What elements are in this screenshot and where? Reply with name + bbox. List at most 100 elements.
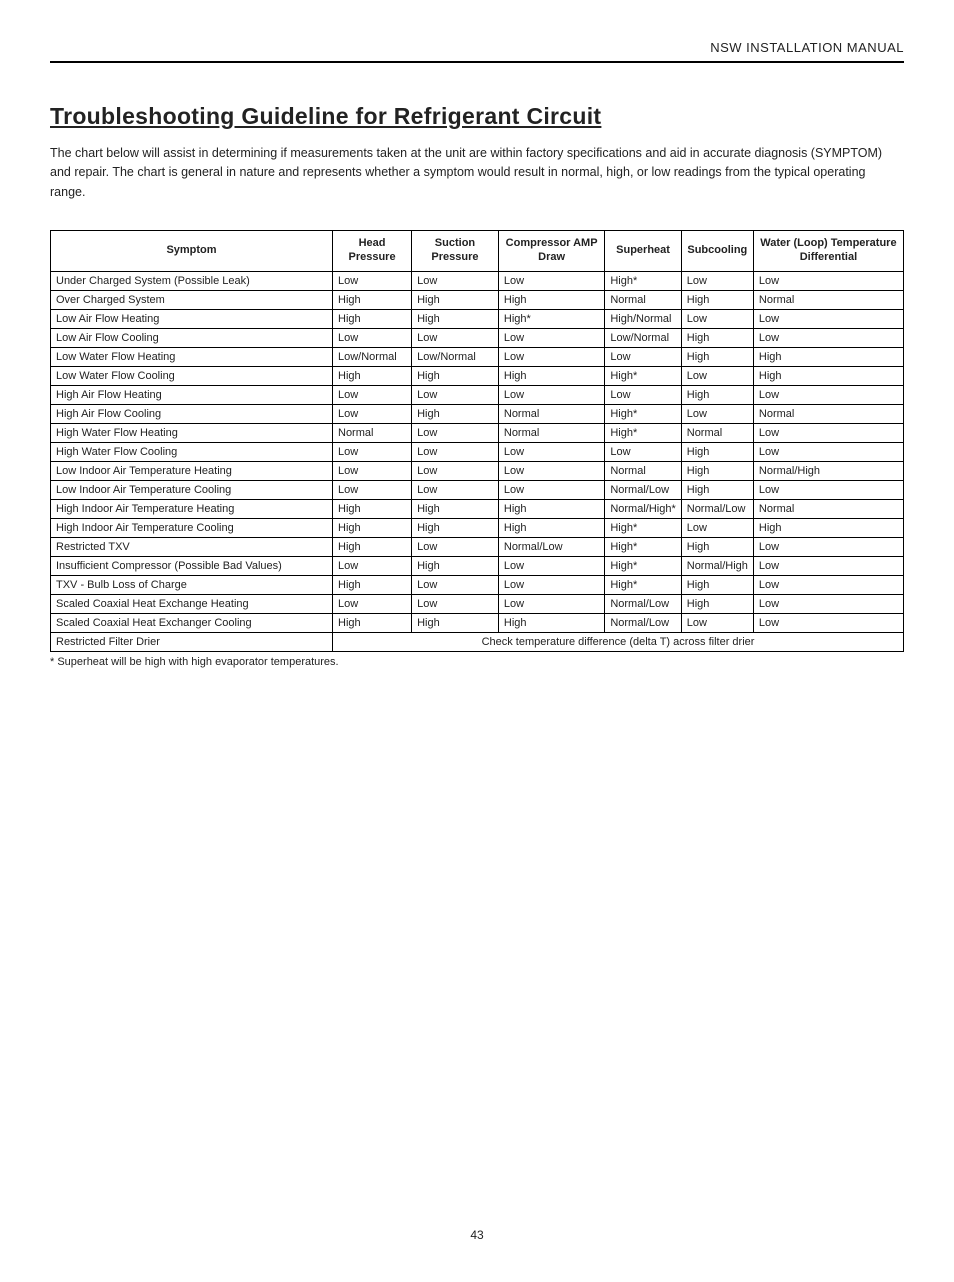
table-row: TXV - Bulb Loss of ChargeHighLowLowHigh*… [51, 575, 904, 594]
col-suction-pressure: Suction Pressure [412, 231, 499, 272]
cell-value: High [681, 347, 753, 366]
table-row: Over Charged SystemHighHighHighNormalHig… [51, 290, 904, 309]
cell-value: Normal [605, 461, 681, 480]
cell-value: High [681, 385, 753, 404]
cell-value: High* [605, 556, 681, 575]
table-row: Under Charged System (Possible Leak)LowL… [51, 271, 904, 290]
cell-value: Low [498, 442, 604, 461]
cell-symptom: High Air Flow Cooling [51, 404, 333, 423]
cell-value: Normal [753, 290, 903, 309]
cell-value: High* [605, 575, 681, 594]
cell-value: Low [753, 271, 903, 290]
cell-symptom: TXV - Bulb Loss of Charge [51, 575, 333, 594]
cell-value: High [412, 518, 499, 537]
cell-symptom: High Water Flow Cooling [51, 442, 333, 461]
table-row: High Air Flow CoolingLowHighNormalHigh*L… [51, 404, 904, 423]
cell-value: Normal/Low [498, 537, 604, 556]
cell-value: Low [333, 404, 412, 423]
col-head-pressure: Head Pressure [333, 231, 412, 272]
table-row: Low Air Flow CoolingLowLowLowLow/NormalH… [51, 328, 904, 347]
cell-value: Low [681, 271, 753, 290]
col-water-loop: Water (Loop) Temperature Differential [753, 231, 903, 272]
cell-value: High [498, 290, 604, 309]
cell-value: Low [681, 613, 753, 632]
cell-value: High* [498, 309, 604, 328]
cell-value: High [681, 480, 753, 499]
cell-symptom: Low Air Flow Cooling [51, 328, 333, 347]
troubleshooting-table: Symptom Head Pressure Suction Pressure C… [50, 230, 904, 652]
cell-value: High [333, 575, 412, 594]
table-row: Scaled Coaxial Heat Exchanger CoolingHig… [51, 613, 904, 632]
cell-value: Low [753, 594, 903, 613]
cell-value: High [498, 518, 604, 537]
cell-value: Low [753, 442, 903, 461]
cell-value: Low [412, 575, 499, 594]
cell-value: Low [412, 594, 499, 613]
cell-symptom: Low Indoor Air Temperature Heating [51, 461, 333, 480]
cell-value: Low [605, 442, 681, 461]
cell-value: Low [753, 537, 903, 556]
cell-merged-note: Check temperature difference (delta T) a… [333, 632, 904, 651]
cell-value: High/Normal [605, 309, 681, 328]
col-superheat: Superheat [605, 231, 681, 272]
cell-value: Low [333, 480, 412, 499]
cell-value: Low/Normal [333, 347, 412, 366]
cell-symptom: Low Indoor Air Temperature Cooling [51, 480, 333, 499]
cell-value: Low/Normal [412, 347, 499, 366]
cell-value: High [498, 366, 604, 385]
table-row: High Indoor Air Temperature CoolingHighH… [51, 518, 904, 537]
cell-value: Normal/High [681, 556, 753, 575]
cell-value: High* [605, 423, 681, 442]
col-symptom: Symptom [51, 231, 333, 272]
cell-symptom: Restricted TXV [51, 537, 333, 556]
cell-value: Low [753, 480, 903, 499]
cell-value: Low [498, 347, 604, 366]
cell-value: Low [333, 556, 412, 575]
cell-value: Low [333, 385, 412, 404]
cell-value: Low [412, 461, 499, 480]
cell-value: Low [753, 556, 903, 575]
cell-symptom: Insufficient Compressor (Possible Bad Va… [51, 556, 333, 575]
cell-value: Normal [753, 499, 903, 518]
table-header-row: Symptom Head Pressure Suction Pressure C… [51, 231, 904, 272]
table-row: Low Water Flow HeatingLow/NormalLow/Norm… [51, 347, 904, 366]
cell-value: High [412, 404, 499, 423]
cell-value: High [333, 537, 412, 556]
cell-value: Normal/Low [605, 613, 681, 632]
cell-value: Low/Normal [605, 328, 681, 347]
cell-value: High [753, 347, 903, 366]
cell-value: High [412, 309, 499, 328]
cell-value: High [333, 309, 412, 328]
cell-symptom: Scaled Coaxial Heat Exchange Heating [51, 594, 333, 613]
cell-symptom: Restricted Filter Drier [51, 632, 333, 651]
cell-value: High [498, 499, 604, 518]
intro-paragraph: The chart below will assist in determini… [50, 144, 904, 202]
cell-value: Low [333, 271, 412, 290]
table-row: Low Indoor Air Temperature Heating LowLow… [51, 461, 904, 480]
cell-value: High [412, 499, 499, 518]
cell-symptom: High Indoor Air Temperature Heating [51, 499, 333, 518]
cell-value: High [498, 613, 604, 632]
cell-value: Low [498, 461, 604, 480]
cell-value: High [681, 328, 753, 347]
cell-value: Low [333, 442, 412, 461]
footnote: * Superheat will be high with high evapo… [50, 656, 904, 668]
cell-value: High [333, 518, 412, 537]
cell-value: High [681, 461, 753, 480]
cell-symptom: Under Charged System (Possible Leak) [51, 271, 333, 290]
cell-value: Low [753, 309, 903, 328]
cell-symptom: Low Water Flow Heating [51, 347, 333, 366]
cell-value: Low [498, 328, 604, 347]
cell-value: Low [412, 423, 499, 442]
table-row: High Water Flow CoolingLowLowLowLowHighL… [51, 442, 904, 461]
cell-value: Normal [681, 423, 753, 442]
cell-value: Normal [498, 423, 604, 442]
cell-value: Low [753, 423, 903, 442]
cell-value: Normal [605, 290, 681, 309]
cell-value: Low [498, 556, 604, 575]
cell-value: High* [605, 518, 681, 537]
cell-value: High [681, 290, 753, 309]
cell-value: Low [681, 404, 753, 423]
cell-value: High [753, 518, 903, 537]
cell-value: High [681, 442, 753, 461]
